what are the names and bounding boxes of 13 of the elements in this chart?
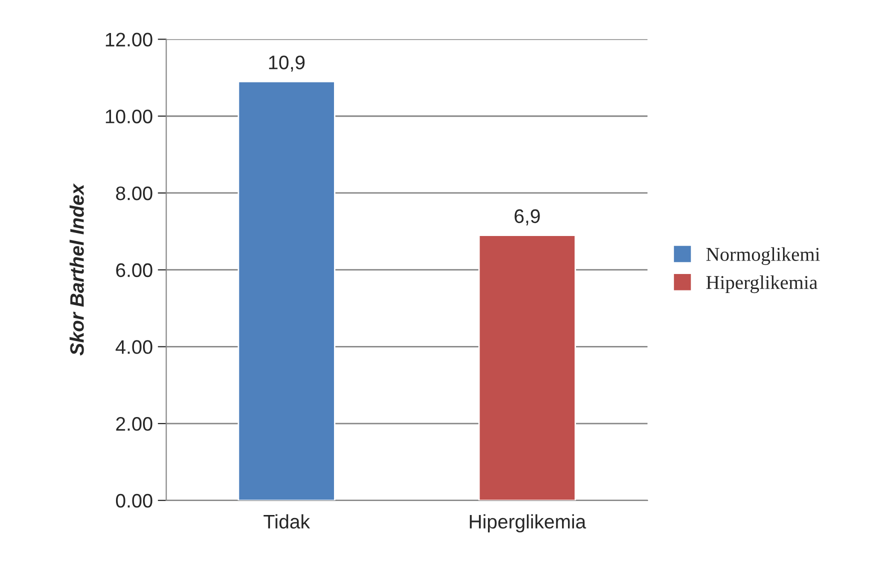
legend-label: Normoglikemi	[706, 247, 820, 265]
y-axis-title: Skor Barthel Index	[70, 183, 84, 356]
data-label: 6,9	[514, 209, 540, 226]
data-label: 10,9	[269, 56, 305, 72]
legend-label: Hiperglikemia	[706, 275, 818, 294]
y-tick-label: 10.00	[106, 110, 152, 124]
y-tick-label: 2.00	[116, 417, 152, 431]
y-tick-label: 0.00	[116, 494, 152, 508]
y-tick-label: 12.00	[106, 32, 152, 47]
y-tick-label: 4.00	[116, 340, 152, 354]
y-tick-label: 6.00	[116, 263, 152, 278]
y-tick-label: 8.00	[116, 186, 152, 200]
x-tick-label: Tidak	[264, 514, 310, 529]
